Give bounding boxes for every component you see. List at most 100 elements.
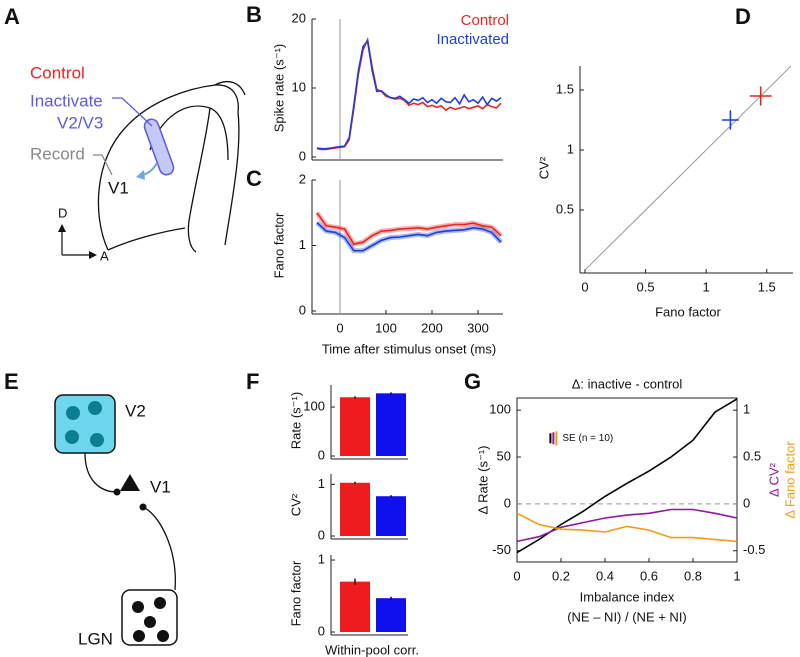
arrow-head bbox=[89, 251, 97, 259]
annotation: SE (n = 10) bbox=[562, 433, 613, 444]
y2-axis-label: Δ CV² bbox=[766, 462, 781, 497]
y-tick-label: 2 bbox=[299, 171, 306, 186]
panel-label: G bbox=[464, 369, 481, 394]
lgn-neurons bbox=[132, 597, 169, 642]
x-tick-label: 0.4 bbox=[596, 568, 614, 583]
arrow-head bbox=[136, 170, 145, 180]
y-tick-label: 1 bbox=[318, 551, 325, 566]
y2-tick-label: -0.5 bbox=[743, 542, 765, 557]
bar bbox=[376, 393, 406, 456]
y-tick-label: 0.5 bbox=[556, 201, 574, 216]
y-axis-label: Fano factor bbox=[288, 560, 303, 626]
orientation-axes bbox=[61, 228, 93, 256]
legend-entry: Control bbox=[461, 12, 509, 29]
x-tick-label: 300 bbox=[467, 320, 489, 335]
connection bbox=[142, 506, 176, 591]
series-line bbox=[316, 39, 502, 150]
x-tick-label: 0.8 bbox=[684, 568, 702, 583]
y-axis-label: Fano factor bbox=[271, 212, 286, 278]
chart-title: Δ: inactive - control bbox=[572, 376, 683, 391]
label-v1: V1 bbox=[108, 178, 129, 197]
x-axis-label: Fano factor bbox=[655, 304, 721, 319]
synapse bbox=[113, 488, 121, 496]
y-tick-label: 0 bbox=[299, 302, 306, 317]
x-axis-label: (NE – NI) / (NE + NI) bbox=[567, 609, 687, 624]
panel-label: A bbox=[4, 4, 20, 29]
y-tick-label: 1.5 bbox=[556, 81, 574, 96]
synapse bbox=[139, 503, 147, 511]
x-tick-label: 100 bbox=[375, 320, 397, 335]
panel-label: F bbox=[246, 369, 259, 394]
inactivation-site bbox=[143, 118, 175, 176]
connection bbox=[84, 452, 118, 493]
y-tick-label: 0 bbox=[318, 447, 325, 462]
x-tick-label: 1 bbox=[733, 568, 740, 583]
y-axis-label: Spike rate (s⁻¹) bbox=[271, 44, 286, 133]
series-line bbox=[516, 508, 738, 543]
pointer-line bbox=[93, 154, 113, 176]
x-tick-label: 200 bbox=[421, 320, 443, 335]
x-tick-label: 0 bbox=[336, 320, 343, 335]
x-axis-label: Time after stimulus onset (ms) bbox=[322, 341, 496, 356]
y-tick-label: 1 bbox=[299, 237, 306, 252]
panel-label: B bbox=[246, 2, 262, 27]
y-tick-label: 1 bbox=[567, 141, 574, 156]
v1-neuron bbox=[120, 474, 140, 491]
y-tick-label: 0 bbox=[504, 495, 511, 510]
bar bbox=[340, 581, 370, 632]
series-line bbox=[316, 222, 502, 252]
label-lgn: LGN bbox=[78, 629, 113, 648]
x-axis-label: Within-pool corr. bbox=[325, 642, 419, 657]
panel-label: E bbox=[4, 369, 19, 394]
y-tick-label: 1 bbox=[318, 476, 325, 491]
y-tick-label: 0 bbox=[318, 623, 325, 638]
x-tick-label: 1.5 bbox=[758, 279, 776, 294]
series-line bbox=[316, 36, 502, 151]
label-control: Control bbox=[30, 63, 85, 82]
x-tick-label: 0 bbox=[581, 279, 588, 294]
label-dorsal: D bbox=[58, 205, 67, 220]
label-v1: V1 bbox=[150, 477, 171, 496]
x-tick-label: 0.6 bbox=[640, 568, 658, 583]
v2-neurons bbox=[65, 401, 104, 447]
y-tick-label: 0 bbox=[299, 148, 306, 163]
y-tick-label: 20 bbox=[292, 10, 306, 25]
y-axis-label: CV² bbox=[288, 493, 303, 516]
y2-tick-label: 1 bbox=[743, 402, 750, 417]
y-tick-label: -50 bbox=[492, 542, 511, 557]
label-area: V2/V3 bbox=[57, 113, 103, 132]
legend-entry: Inactivated bbox=[436, 31, 509, 48]
x-axis-label: Imbalance index bbox=[580, 589, 675, 604]
pointer-line bbox=[112, 97, 153, 127]
x-tick-label: 1 bbox=[703, 279, 710, 294]
label-record: Record bbox=[30, 144, 85, 163]
label-anterior: A bbox=[100, 248, 109, 263]
arrow-head bbox=[58, 224, 66, 232]
bar bbox=[340, 482, 370, 536]
identity-line bbox=[584, 65, 792, 271]
bar bbox=[340, 397, 370, 456]
panel-label: D bbox=[735, 4, 751, 29]
bar bbox=[376, 496, 406, 536]
y-axis-label: CV² bbox=[536, 156, 551, 179]
y-tick-label: 100 bbox=[303, 398, 325, 413]
y2-axis-label: Δ Fano factor bbox=[782, 441, 797, 519]
y-tick-label: 10 bbox=[292, 79, 306, 94]
plot-frame bbox=[516, 397, 738, 563]
y-tick-label: 50 bbox=[497, 448, 511, 463]
label-inactivate: Inactivate bbox=[30, 91, 103, 110]
series-line bbox=[316, 212, 502, 246]
y2-tick-label: 0 bbox=[743, 495, 750, 510]
bar bbox=[376, 598, 406, 632]
x-tick-label: 0.2 bbox=[552, 568, 570, 583]
series-line bbox=[516, 398, 738, 554]
brain-diagram bbox=[97, 81, 246, 253]
y2-tick-label: 0.5 bbox=[743, 448, 761, 463]
y-axis-label: Rate (s⁻¹) bbox=[288, 392, 303, 449]
panel-label: C bbox=[246, 166, 262, 191]
y-axis-label: Δ Rate (s⁻¹) bbox=[475, 446, 490, 515]
v2-pool bbox=[54, 394, 116, 454]
y-tick-label: 100 bbox=[489, 402, 511, 417]
label-v2: V2 bbox=[125, 401, 146, 420]
